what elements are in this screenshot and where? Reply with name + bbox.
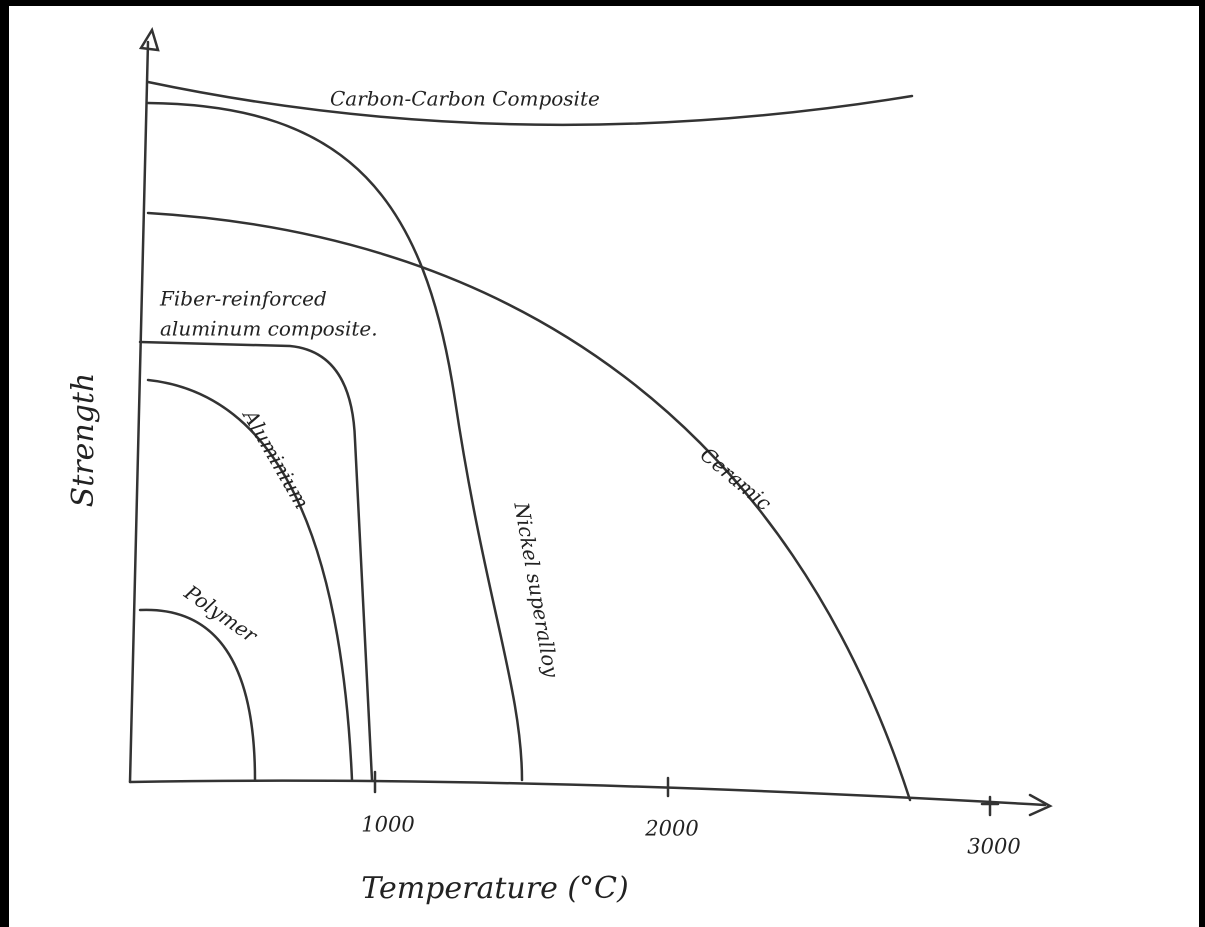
y-axis-title: Strength <box>66 373 101 508</box>
background <box>0 0 1205 927</box>
border-top <box>0 0 1205 6</box>
x-tick-label: 2000 <box>644 817 698 841</box>
x-tick-label: 1000 <box>361 813 414 837</box>
curve-label: aluminum composite. <box>160 317 378 341</box>
curve-label: Carbon-Carbon Composite <box>330 87 600 111</box>
diagram: 1000 2000 3000 Temperature (°C) Strength… <box>0 0 1205 927</box>
x-tick-label: 3000 <box>967 835 1020 859</box>
curve-label: Fiber-reinforced <box>159 287 327 311</box>
border-right <box>1199 0 1205 927</box>
border-left <box>0 0 9 927</box>
x-axis-title: Temperature (°C) <box>361 871 628 906</box>
